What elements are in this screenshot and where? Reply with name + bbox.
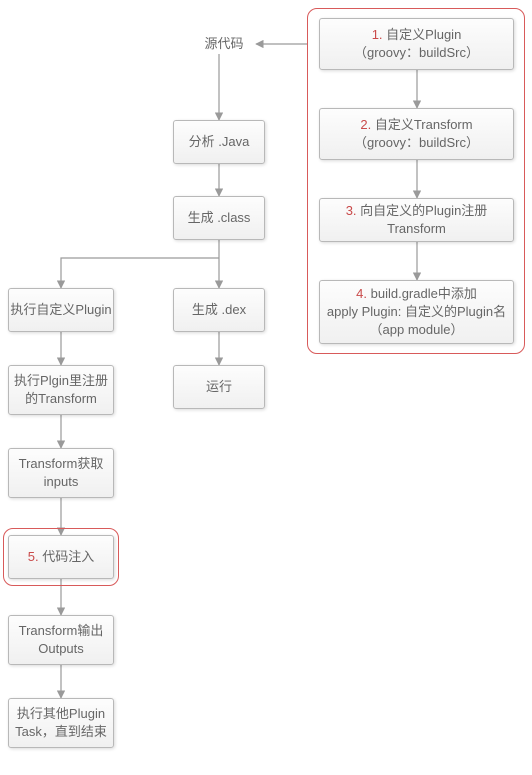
node-othertask: 执行其他Plugin Task，直到结束	[8, 698, 114, 748]
node-r3: 3. 向自定义的Plugin注册Transform	[319, 198, 514, 242]
node-label: Transform获取inputs	[9, 455, 113, 491]
node-genclass: 生成 .class	[173, 196, 265, 240]
node-r4: 4. build.gradle中添加 apply Plugin: 自定义的Plu…	[319, 280, 514, 344]
node-execplugin: 执行自定义Plugin	[8, 288, 114, 332]
step-number: 3.	[346, 203, 357, 218]
node-r2: 2. 自定义Transform （groovy：buildSrc）	[319, 108, 514, 160]
node-label: 源代码	[204, 35, 243, 53]
node-getinputs: Transform获取inputs	[8, 448, 114, 498]
node-label: 2. 自定义Transform （groovy：buildSrc）	[354, 116, 479, 152]
node-label: 5. 代码注入	[28, 548, 94, 566]
node-label: 执行自定义Plugin	[10, 301, 111, 319]
step-number: 2.	[360, 117, 371, 132]
step-number: 1.	[372, 27, 383, 42]
node-label: 生成 .dex	[192, 301, 246, 319]
node-outputs: Transform输出Outputs	[8, 615, 114, 665]
node-source: 源代码	[194, 34, 254, 54]
node-run: 运行	[173, 365, 265, 409]
node-label: Transform输出Outputs	[9, 622, 113, 658]
node-gendex: 生成 .dex	[173, 288, 265, 332]
node-label: 1. 自定义Plugin （groovy：buildSrc）	[354, 26, 479, 62]
node-label: 运行	[206, 378, 232, 396]
node-exectrans: 执行Plgin里注册的Transform	[8, 365, 114, 415]
node-label: 生成 .class	[188, 209, 251, 227]
step-number: 5.	[28, 549, 39, 564]
node-label: 3. 向自定义的Plugin注册Transform	[320, 202, 513, 238]
node-analyze: 分析 .Java	[173, 120, 265, 164]
node-label: 4. build.gradle中添加 apply Plugin: 自定义的Plu…	[327, 285, 506, 340]
step-number: 4.	[356, 286, 367, 301]
node-label: 执行其他Plugin Task，直到结束	[9, 705, 113, 741]
node-label: 执行Plgin里注册的Transform	[9, 372, 113, 408]
node-inject: 5. 代码注入	[8, 535, 114, 579]
node-r1: 1. 自定义Plugin （groovy：buildSrc）	[319, 18, 514, 70]
node-label: 分析 .Java	[189, 133, 250, 151]
